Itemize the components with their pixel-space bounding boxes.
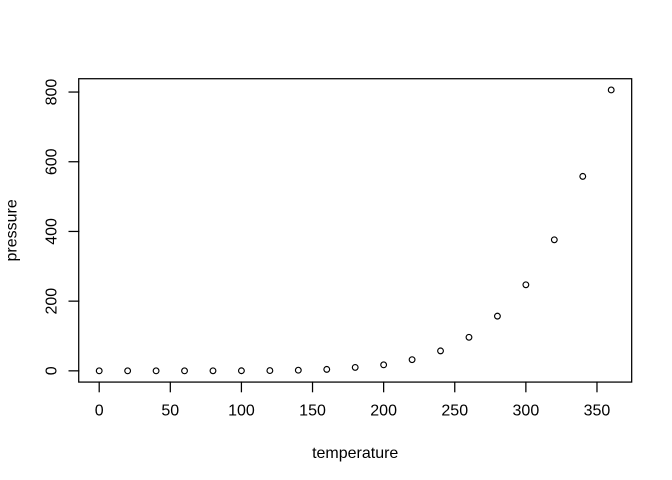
svg-text:0: 0 xyxy=(44,366,61,375)
svg-text:400: 400 xyxy=(44,218,61,245)
svg-text:50: 50 xyxy=(161,402,179,419)
svg-text:200: 200 xyxy=(44,288,61,315)
svg-text:pressure: pressure xyxy=(3,199,20,261)
svg-text:200: 200 xyxy=(370,402,397,419)
svg-text:600: 600 xyxy=(44,148,61,175)
svg-text:300: 300 xyxy=(513,402,540,419)
svg-text:350: 350 xyxy=(584,402,611,419)
svg-text:0: 0 xyxy=(95,402,104,419)
svg-text:100: 100 xyxy=(228,402,255,419)
svg-text:250: 250 xyxy=(441,402,468,419)
svg-text:150: 150 xyxy=(299,402,326,419)
svg-text:temperature: temperature xyxy=(312,445,398,462)
svg-text:800: 800 xyxy=(44,79,61,106)
